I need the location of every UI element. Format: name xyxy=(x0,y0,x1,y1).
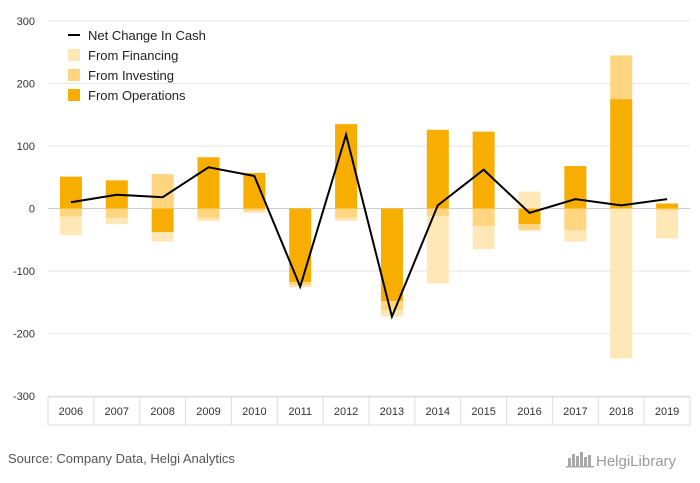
net-change-polyline xyxy=(70,131,668,320)
operations-bar xyxy=(289,208,312,283)
logo-wordmark: HelgiLibrary xyxy=(596,453,677,470)
city-skyline-icon xyxy=(566,452,594,468)
y-tick-label: 100 xyxy=(17,141,35,153)
source-note: Source: Company Data, Helgi Analytics xyxy=(8,451,235,466)
legend-swatch xyxy=(68,49,80,61)
legend-swatch xyxy=(68,89,80,101)
x-tick-label: 2015 xyxy=(471,406,495,418)
investing-bar xyxy=(59,208,82,217)
operations-bar xyxy=(243,172,266,209)
x-tick-label: 2010 xyxy=(242,406,266,418)
legend: Net Change In Cash From Financing From Inv… xyxy=(68,28,206,103)
x-tick-label: 2009 xyxy=(196,406,220,418)
financing-bar xyxy=(151,232,174,242)
y-tick-label: -200 xyxy=(13,329,35,341)
y-tick-label: 0 xyxy=(29,204,35,216)
legend-label: From Financing xyxy=(88,48,178,63)
investing-bar xyxy=(610,55,633,100)
x-tick-label: 2007 xyxy=(105,406,129,418)
investing-bar xyxy=(472,208,495,226)
operations-bar xyxy=(656,203,679,209)
investing-bar xyxy=(335,208,358,218)
financing-bar xyxy=(656,210,679,239)
x-tick-label: 2006 xyxy=(59,406,83,418)
investing-bar xyxy=(151,174,174,209)
operations-bar xyxy=(151,208,174,233)
x-tick-label: 2018 xyxy=(609,406,633,418)
investing-bar xyxy=(243,208,266,211)
financing-bar xyxy=(518,191,541,209)
y-tick-label: -100 xyxy=(13,266,35,278)
x-tick-label: 2011 xyxy=(288,406,312,418)
operations-bar xyxy=(59,176,82,209)
net-change-line xyxy=(70,131,668,320)
financing-bar xyxy=(243,211,266,213)
y-tick-label: 200 xyxy=(17,79,35,91)
investing-bar xyxy=(656,208,679,211)
x-tick-label: 2013 xyxy=(380,406,404,418)
x-tick-label: 2008 xyxy=(150,406,174,418)
financing-bar xyxy=(610,208,633,359)
investing-bar xyxy=(380,301,403,311)
operations-bar xyxy=(197,157,220,209)
investing-bar xyxy=(426,208,449,216)
bars xyxy=(59,55,679,359)
x-tick-label: 2012 xyxy=(334,406,358,418)
financing-bar xyxy=(564,230,587,242)
x-tick-label: 2017 xyxy=(563,406,587,418)
y-axis: 300 200 100 0 -100 -200 -300 xyxy=(13,16,35,403)
x-tick-label: 2016 xyxy=(517,406,541,418)
financing-bar xyxy=(472,226,495,250)
legend-label: From Investing xyxy=(88,68,174,83)
operations-bar xyxy=(610,99,633,209)
operations-bar xyxy=(564,166,587,209)
legend-label: Net Change In Cash xyxy=(88,28,206,43)
helgi-library-logo: HelgiLibrary xyxy=(566,452,677,470)
operations-bar xyxy=(380,208,403,301)
y-tick-label: 300 xyxy=(17,16,35,28)
investing-bar xyxy=(564,208,587,231)
x-axis: 2006 2007 2008 2009 2010 2011 2012 2013 2014 2015… xyxy=(47,396,691,426)
y-tick-label: -300 xyxy=(13,391,35,403)
financing-bar xyxy=(105,217,128,225)
legend-label: From Operations xyxy=(88,88,186,103)
operations-bar xyxy=(518,208,541,225)
operations-bar xyxy=(426,129,449,209)
financing-bar xyxy=(426,216,449,284)
operations-bar xyxy=(335,124,358,209)
investing-bar xyxy=(105,208,128,218)
financing-bar xyxy=(335,217,358,221)
financing-bar xyxy=(197,217,220,221)
x-tick-label: 2014 xyxy=(426,406,450,418)
legend-swatch xyxy=(68,69,80,81)
investing-bar xyxy=(197,208,220,218)
investing-bar xyxy=(518,224,541,231)
financing-bar xyxy=(59,216,82,236)
x-tick-label: 2019 xyxy=(655,406,679,418)
